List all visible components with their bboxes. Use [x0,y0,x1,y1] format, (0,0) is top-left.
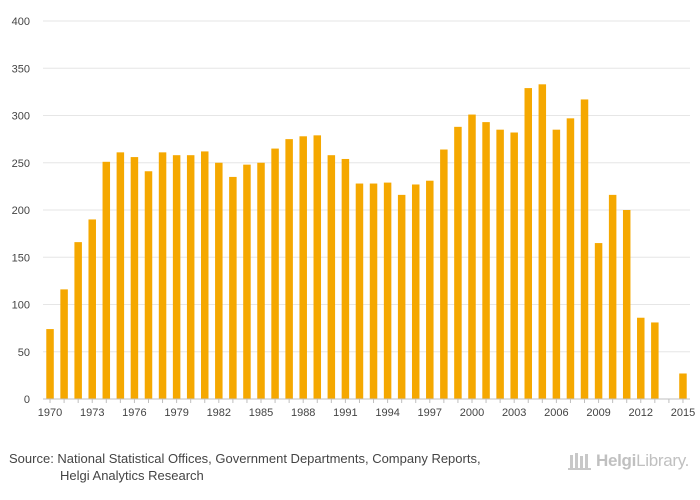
source-line-2: Helgi Analytics Research [60,468,204,483]
x-tick-label: 1973 [80,407,104,419]
bar-1983 [229,176,237,399]
bar-1985 [257,162,265,399]
x-tick-label: 2000 [460,407,484,419]
bar-1979 [172,155,181,399]
x-tick-label: 1994 [375,407,399,419]
bar-1995 [397,194,406,399]
bar-2006 [552,129,561,400]
x-tick-label: 1982 [207,407,231,419]
bar-2015 [679,373,687,399]
bar-1970 [46,329,54,399]
x-tick-label: 2012 [629,407,653,419]
x-tick-label: 2003 [502,407,526,419]
y-tick-label: 50 [18,347,30,359]
logo-text-library: Library. [636,451,690,470]
bar-1982 [215,162,223,399]
bar-1975 [116,152,125,399]
bar-1980 [186,155,195,399]
bar-1986 [271,148,279,399]
bars [46,84,687,400]
bar-2011 [622,210,631,399]
bar-1989 [313,135,322,399]
bar-1993 [369,183,378,399]
bar-2002 [496,129,504,400]
bar-1987 [285,139,293,399]
logo-text: HelgiLibrary. [596,451,689,471]
y-tick-label: 300 [12,111,30,123]
x-tick-label: 1985 [249,407,273,419]
bar-1996 [411,184,420,399]
x-tick-label: 2009 [586,407,610,419]
source-note: Source: National Statistical Offices, Go… [9,450,549,484]
bar-2008 [580,99,589,399]
y-tick-label: 250 [12,158,30,170]
x-axis-ticks: 1970 1973 1976 1979 1982 1985 1988 1991 1994 1997… [38,399,695,419]
x-tick-label: 1997 [418,407,442,419]
bar-1976 [130,157,139,399]
y-axis-ticks: 0 50 100 150 200 250 300 350 400 [12,16,30,406]
x-tick-label: 1988 [291,407,315,419]
bar-1971 [60,289,68,399]
bar-1973 [88,219,96,399]
bar-1991 [341,158,350,399]
bar-1992 [355,183,364,399]
y-tick-label: 0 [24,394,30,406]
bar-1984 [243,164,251,399]
x-tick-label: 1976 [122,407,146,419]
bar-2003 [510,132,518,399]
y-tick-label: 400 [12,16,30,28]
bar-1977 [144,171,153,399]
bar-2005 [538,84,547,399]
bar-1974 [102,161,111,399]
gridlines [43,20,690,353]
y-tick-label: 350 [12,63,30,75]
logo-text-helgi: Helgi [596,451,637,470]
bar-2010 [608,194,617,399]
bar-1981 [201,151,209,399]
x-tick-label: 1991 [333,407,357,419]
y-tick-label: 200 [12,205,30,217]
bar-2009 [594,243,603,399]
y-tick-label: 100 [12,300,30,312]
library-icon [568,453,591,470]
x-tick-label: 2006 [544,407,568,419]
bar-1998 [440,149,448,399]
x-tick-label: 2015 [671,407,695,419]
bar-1999 [454,126,462,399]
bar-2000 [468,114,476,400]
bar-1972 [74,242,82,399]
bar-2001 [482,122,490,400]
bar-1978 [158,152,167,399]
x-tick-label: 1970 [38,407,62,419]
y-tick-label: 150 [12,252,30,264]
x-tick-label: 1979 [164,407,188,419]
bar-1990 [327,155,336,399]
source-line-1: Source: National Statistical Offices, Go… [9,451,481,466]
bar-1988 [299,136,307,400]
bar-2004 [524,88,532,399]
bar-2013 [651,322,659,399]
bar-2012 [637,317,645,399]
bar-1997 [426,180,434,399]
bar-1994 [383,182,392,399]
helgi-library-logo: HelgiLibrary. [568,450,689,472]
bar-2007 [566,118,575,400]
